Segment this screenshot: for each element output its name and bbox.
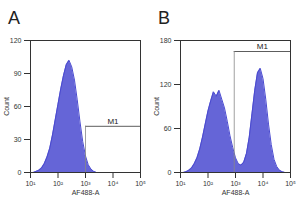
svg-text:10¹: 10¹ [175,180,186,187]
svg-text:120: 120 [160,81,172,88]
html-text:A: A [8,8,20,28]
svg-text:10³: 10³ [80,180,91,187]
svg-text:Count: Count [153,97,160,116]
svg-text:10²: 10² [203,180,214,187]
svg-text:120: 120 [10,37,22,44]
svg-text:10⁵: 10⁵ [135,180,146,187]
svg-text:10³: 10³ [230,180,241,187]
svg-text:10²: 10² [53,180,64,187]
svg-text:0: 0 [168,169,172,176]
svg-text:AF488-A: AF488-A [222,189,250,196]
svg-text:90: 90 [14,70,22,77]
svg-text:180: 180 [160,37,172,44]
svg-text:AF488-A: AF488-A [72,189,100,196]
svg-text:10⁵: 10⁵ [285,180,296,187]
svg-text:60: 60 [164,125,172,132]
svg-text:30: 30 [14,136,22,143]
svg-text:60: 60 [14,103,22,110]
svg-text:Count: Count [3,97,10,116]
html-text:B: B [158,8,170,28]
svg-text:10⁴: 10⁴ [258,180,269,187]
svg-text:0: 0 [18,169,22,176]
svg-text:10¹: 10¹ [25,180,36,187]
svg-text:M1: M1 [107,117,119,126]
svg-text:M1: M1 [257,42,269,51]
svg-text:10⁴: 10⁴ [108,180,119,187]
